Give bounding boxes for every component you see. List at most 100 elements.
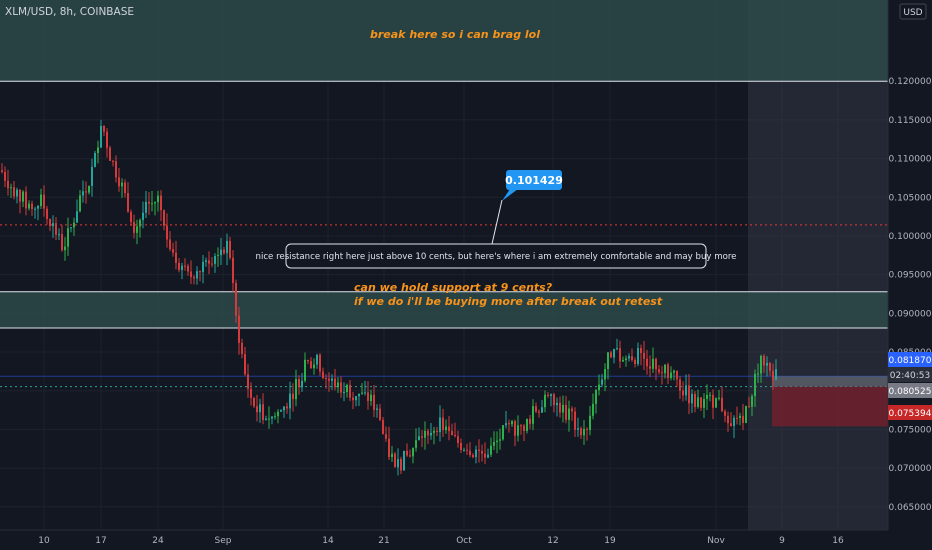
candle-body	[301, 380, 303, 388]
candle-body	[649, 366, 651, 369]
resistance-comment-box	[285, 243, 707, 269]
candle-body	[439, 417, 441, 433]
candle-body	[673, 370, 675, 373]
candle-body	[616, 348, 618, 350]
candle-body	[442, 417, 444, 431]
candle-body	[40, 194, 42, 207]
candle-body	[496, 440, 498, 443]
candle-body	[361, 392, 363, 394]
candle-body	[43, 194, 45, 209]
candle-body	[319, 354, 321, 372]
candle-body	[754, 373, 756, 397]
candle-body	[397, 459, 399, 468]
currency-label[interactable]: USD	[899, 3, 927, 20]
price-axis[interactable]: 0.0650000.0700000.0750000.0800000.085000…	[887, 0, 932, 530]
x-tick-labels: 10 17 24 Sep 14 21 Oct 12 19 Nov 9 16	[38, 536, 844, 546]
y-tick-label: 0.090000	[889, 309, 932, 319]
candle-body	[205, 260, 207, 262]
y-tick-label: 0.105000	[889, 193, 932, 203]
candle-body	[538, 411, 540, 413]
currency-label-box	[899, 3, 927, 20]
candle-body	[718, 397, 720, 399]
candle-body	[433, 430, 435, 433]
candle-body	[628, 356, 630, 359]
candle-body	[85, 191, 87, 193]
resistance-comment-text: nice resistance right here just above 10…	[256, 252, 737, 262]
candle-body	[394, 453, 396, 468]
time-axis-background	[0, 530, 932, 550]
currency-label-text: USD	[903, 8, 922, 18]
candle-body	[184, 265, 186, 267]
x-tick-label: 24	[152, 536, 164, 546]
candle-body	[229, 240, 231, 258]
candle-body	[142, 212, 144, 220]
candle-body	[172, 249, 174, 253]
x-tick-label: 19	[604, 536, 616, 546]
y-tick-label: 0.065000	[889, 503, 932, 513]
candle-body	[55, 223, 57, 235]
stop-price-tag-text: 0.075394	[889, 409, 932, 419]
candle-body	[688, 385, 690, 404]
candle-body	[232, 257, 234, 283]
candle-body	[403, 450, 405, 471]
candle-body	[364, 392, 366, 394]
position-loss-zone[interactable]	[772, 386, 888, 427]
x-tick-label: 17	[95, 536, 106, 546]
top-zone-rect[interactable]	[0, 0, 888, 82]
candle-body	[88, 185, 90, 193]
candle-body	[712, 394, 714, 408]
candle-body	[739, 415, 741, 418]
countdown-tag-box	[888, 367, 932, 382]
resistance-callout-value: 0.101429	[505, 174, 563, 187]
candle-body	[535, 406, 537, 412]
candle-body	[313, 364, 315, 369]
candle-body	[130, 211, 132, 223]
candle-body	[199, 271, 201, 273]
candle-body	[445, 426, 447, 431]
candle-body	[220, 249, 222, 256]
candle-body	[685, 385, 687, 396]
candle-body	[478, 449, 480, 451]
candle-body	[76, 211, 78, 223]
entry-price-tag: 0.080525	[888, 383, 932, 398]
resistance-callout[interactable]: 0.101429	[502, 170, 563, 201]
candle-body	[472, 455, 474, 458]
candle-body	[61, 234, 63, 251]
candle-body	[340, 382, 342, 393]
support-zone-rect[interactable]	[0, 291, 888, 329]
candle-body	[454, 434, 456, 437]
candle-body	[208, 260, 210, 264]
resistance-comment[interactable]: nice resistance right here just above 10…	[256, 243, 737, 269]
candle-body	[457, 436, 459, 443]
candle-body	[34, 208, 36, 210]
candle-body	[592, 403, 594, 416]
candle-body	[7, 180, 9, 189]
candle-body	[235, 282, 237, 316]
candle-body	[160, 195, 162, 211]
candle-body	[751, 396, 753, 407]
y-tick-label: 0.070000	[889, 464, 932, 474]
candle-body	[724, 411, 726, 416]
position-profit-zone[interactable]	[772, 376, 888, 387]
candle-body	[265, 418, 267, 421]
candle-body	[625, 358, 627, 360]
candle-body	[745, 406, 747, 423]
candle-body	[466, 449, 468, 451]
y-tick-label: 0.120000	[889, 77, 932, 87]
candle-body	[46, 208, 48, 219]
candle-body	[487, 454, 489, 458]
symbol-header[interactable]: XLM/USD, 8h, COINBASE	[5, 6, 134, 18]
candle-body	[763, 355, 765, 366]
candle-body	[97, 147, 99, 153]
candle-body	[25, 191, 27, 209]
candle-body	[259, 404, 261, 413]
candle-body	[334, 378, 336, 388]
candle-body	[388, 438, 390, 458]
candle-body	[151, 203, 153, 205]
candle-body	[181, 265, 183, 271]
candle-body	[70, 227, 72, 229]
current-price-tag-text: 0.081870	[889, 356, 932, 366]
time-axis[interactable]: 10 17 24 Sep 14 21 Oct 12 19 Nov 9 16	[0, 529, 932, 550]
candle-body	[148, 201, 150, 204]
